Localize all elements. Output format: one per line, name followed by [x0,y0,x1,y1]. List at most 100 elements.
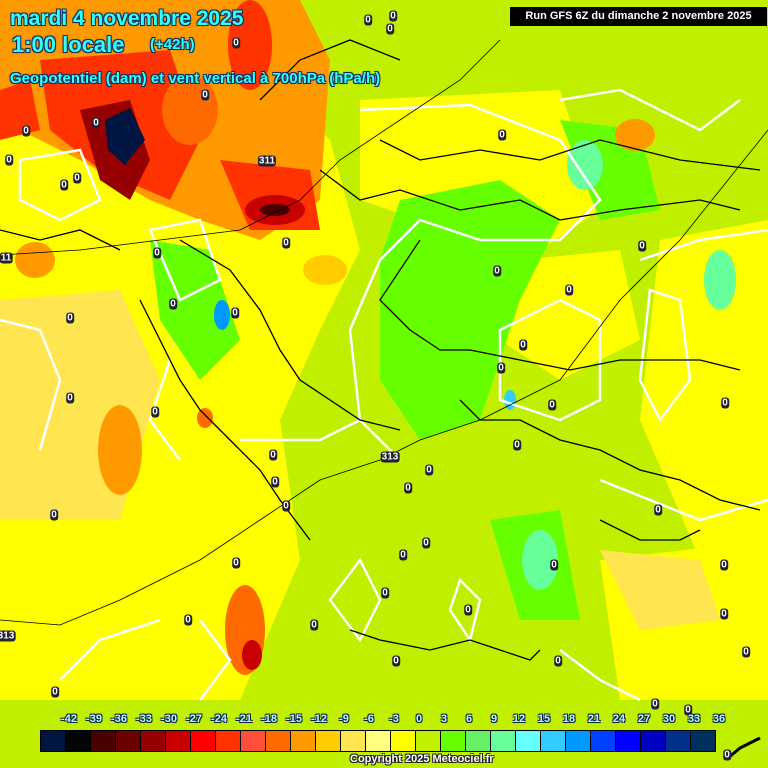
legend-tick-label: -21 [236,713,252,725]
legend-swatch [141,731,166,751]
legend-tick-label: 21 [587,713,601,725]
zero-label: 0 [720,608,728,620]
zero-label: 0 [425,464,433,476]
legend-swatch [566,731,591,751]
zero-label: 0 [638,240,646,252]
legend-swatch [466,731,491,751]
parameter-title: Geopotentiel (dam) et vent vertical à 70… [10,70,381,87]
legend-swatch [391,731,416,751]
zero-label: 0 [232,37,240,49]
zero-label: 0 [151,406,159,418]
zero-label: 0 [684,704,692,716]
legend-tick-label: 6 [465,713,473,725]
forecast-date: mardi 4 novembre 2025 [10,7,244,30]
zero-label: 0 [497,362,505,374]
legend-tick-label: 24 [612,713,626,725]
legend-swatch [341,731,366,751]
zero-label: 0 [73,172,81,184]
zero-label: 0 [389,10,397,22]
zero-label: 0 [271,476,279,488]
zero-label: 0 [404,482,412,494]
legend-swatch [41,731,66,751]
legend-swatch [516,731,541,751]
legend-tick-label: -9 [339,713,349,725]
legend-tick-label: 27 [637,713,651,725]
zero-label: 0 [60,179,68,191]
zero-label: 0 [742,646,750,658]
zero-label: 0 [22,125,30,137]
zero-label: 0 [399,549,407,561]
zero-label: 0 [513,439,521,451]
contour-label-311-west: 11 [0,252,13,264]
legend-swatch [441,731,466,751]
zero-label: 0 [184,614,192,626]
legend-swatch [191,731,216,751]
zero-label: 0 [310,619,318,631]
legend-tick-label: -39 [86,713,102,725]
legend-tick-label: 18 [562,713,576,725]
legend-swatch [291,731,316,751]
zero-label: 0 [232,557,240,569]
zero-label: 0 [422,537,430,549]
zero-label: 0 [51,686,59,698]
legend-swatch [116,731,141,751]
contour-label-311: 311 [257,155,277,167]
contour-label-313-west: 313 [0,630,16,642]
contour-label-313-greece: 313 [380,451,400,463]
zero-label: 0 [654,504,662,516]
zero-label: 0 [565,284,573,296]
zero-label: 0 [720,559,728,571]
zero-label: 0 [92,117,100,129]
forecast-time: 1:00 locale [12,32,125,57]
legend-tick-label: 30 [662,713,676,725]
zero-label: 0 [66,312,74,324]
zero-label: 0 [554,655,562,667]
legend-tick-label: 36 [712,713,726,725]
zero-label: 0 [66,392,74,404]
legend-swatch [491,731,516,751]
legend-tick-label: 12 [512,713,526,725]
legend-swatch [266,731,291,751]
legend-swatch [216,731,241,751]
zero-label: 0 [153,247,161,259]
zero-label: 0 [464,604,472,616]
legend-swatch [241,731,266,751]
legend-ticks: -42 -39 -36 -33 -30 -27 -24 -21 -18 -15 -12 -9 -6 -3 0… [0,713,768,727]
legend-tick-label: -12 [311,713,327,725]
zero-label: 0 [269,449,277,461]
zero-label: 0 [386,23,394,35]
legend-tick-label: -3 [389,713,399,725]
legend-tick-label: -30 [161,713,177,725]
zero-label: 0 [5,154,13,166]
zero-label: 0 [550,559,558,571]
legend-swatch [316,731,341,751]
zero-label: 0 [498,129,506,141]
legend-tick-label: -15 [286,713,302,725]
zero-label: 0 [364,14,372,26]
legend-tick-label: -27 [186,713,202,725]
run-info-banner: Run GFS 6Z du dimanche 2 novembre 2025 [510,7,767,26]
legend-swatch [91,731,116,751]
copyright: Copyright 2025 Meteociel.fr [350,753,494,765]
legend-tick-label: 9 [490,713,498,725]
zero-label: 0 [282,500,290,512]
zero-label: 0 [493,265,501,277]
legend-tick-label: 15 [537,713,551,725]
zero-label: 0 [169,298,177,310]
zero-label: 0 [723,749,731,761]
legend-tick-label: -6 [364,713,374,725]
legend-tick-label: 3 [440,713,448,725]
legend-swatch [616,731,641,751]
legend-tick-label: 0 [415,713,423,725]
legend-swatch [691,731,715,751]
zero-label: 0 [519,339,527,351]
legend-swatch [366,731,391,751]
legend-swatch [591,731,616,751]
zero-label: 0 [392,655,400,667]
color-legend [40,730,716,752]
legend-tick-label: -42 [61,713,77,725]
zero-label: 0 [651,698,659,710]
legend-tick-label: -36 [111,713,127,725]
